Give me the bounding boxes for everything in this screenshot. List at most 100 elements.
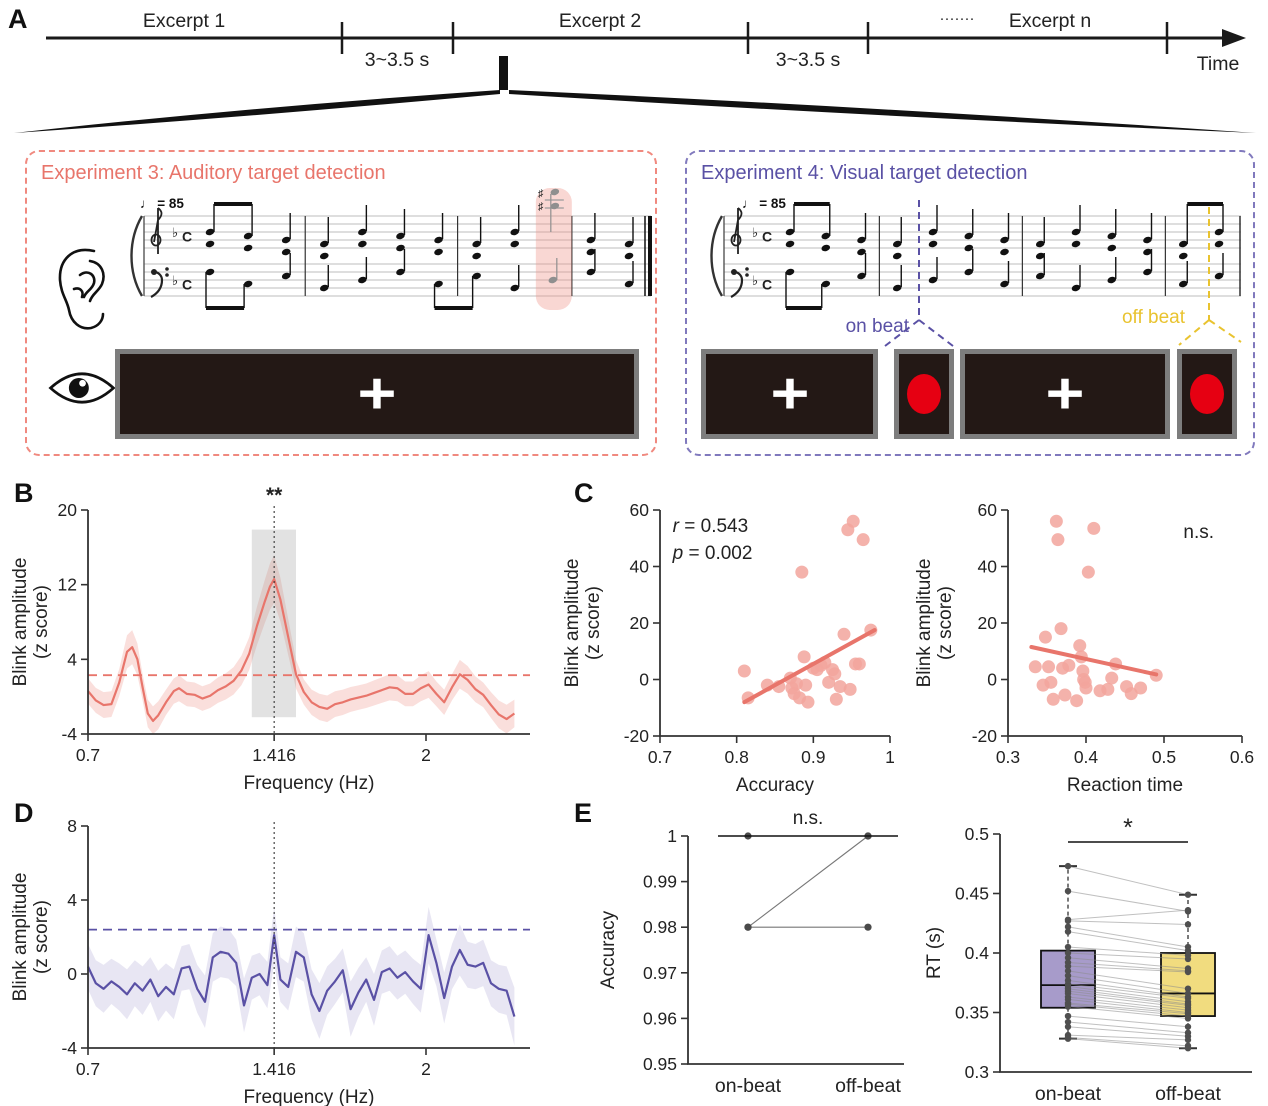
subject-line [1067,975,1189,994]
panel-d-label: D [14,798,34,828]
fixation-screen: + [115,349,639,439]
data-point [1038,630,1052,644]
data-point [846,514,860,528]
svg-text:40: 40 [978,557,998,577]
svg-text:0.45: 0.45 [955,884,989,904]
on-beat-label: on beat [845,316,909,337]
experiment3-title: Experiment 3: Auditory target detection [41,162,386,184]
svg-text:Excerpt n: Excerpt n [1009,10,1091,32]
svg-text:0.98: 0.98 [643,917,677,937]
svg-text:C: C [762,277,772,293]
experiment4-tempo-marking: ♩ = 85 [742,196,786,211]
spectrum-line [87,934,516,1017]
svg-text:(z score): (z score) [31,585,52,659]
data-point [797,650,811,664]
svg-text:(z score): (z score) [935,586,956,660]
significance-star: * [1123,814,1133,842]
svg-text:0.7: 0.7 [76,745,100,765]
subject-line [1067,957,1189,969]
data-point [1184,1023,1192,1030]
subject-line [1067,890,1189,912]
svg-text:Time: Time [1197,53,1240,75]
data-point [828,667,842,681]
data-point [843,682,857,696]
data-point [1064,1003,1072,1010]
experiment4-box: Experiment 4: Visual target detection ♩ … [685,150,1255,456]
panel-e-left-chart: n.s. 0.95 0.96 0.97 0.98 0.99 1 Accuracy on-beat… [598,808,904,1097]
panel-b-label: B [14,478,34,508]
ns-annotation: n.s. [793,808,824,829]
subject-line [1067,962,1189,972]
panel-d-chart: -4 0 4 8 0.7 1.416 2 Frequency (Hz) Blink amplit… [10,816,530,1106]
subject-line [1067,920,1189,925]
data-point [1064,954,1072,961]
beat-marker-lines [884,200,1242,347]
svg-text:-20: -20 [972,726,998,746]
subject-line [1067,1026,1189,1037]
svg-text:off-beat: off-beat [1155,1083,1221,1105]
svg-text:♯: ♯ [538,201,544,213]
svg-text:20: 20 [58,500,78,520]
svg-text:·······: ······· [940,10,975,27]
data-point [1064,928,1072,935]
data-point [1064,962,1072,970]
data-point [1028,660,1042,674]
svg-text:-4: -4 [61,724,77,744]
data-point [833,680,847,694]
data-point [1064,887,1072,895]
data-point [1073,639,1087,653]
svg-text:0.5: 0.5 [1152,747,1176,767]
subject-line [1067,909,1189,921]
subject-line [1067,1021,1189,1034]
svg-text:♭: ♭ [752,273,758,288]
red-target-circle [907,374,941,414]
panel-c-left-chart: r = 0.543 p = 0.002 -20 0 20 40 60 0.7 0.8 0.9 1 Ac… [562,500,895,796]
svg-text:on-beat: on-beat [1035,1083,1102,1105]
svg-text:Frequency (Hz): Frequency (Hz) [244,773,375,794]
experiment3-score: ♭ C ♭ C ♯♯ [130,188,652,310]
data-point [829,692,843,706]
panel-e-right-chart: * 0.3 0.35 0.4 0.45 0.5 RT (s) on-beat off-beat [924,814,1252,1105]
significant-frequency-band [251,529,296,718]
svg-text:0.7: 0.7 [76,1059,100,1079]
data-point [856,533,870,547]
data-point [1079,681,1093,695]
data-point [737,664,751,678]
svg-text:0.4: 0.4 [965,943,990,963]
subject-line [1067,992,1189,1009]
correlation-stat: p = 0.002 [672,543,753,564]
subject-line [1067,990,1189,1006]
data-point [1044,675,1058,689]
subject-line [747,835,869,928]
spectrum-line [87,577,516,723]
svg-text:-4: -4 [61,1038,77,1058]
data-point [1184,906,1192,914]
svg-text:8: 8 [67,816,77,836]
ns-annotation: n.s. [1183,522,1214,543]
svg-text:0: 0 [67,964,77,984]
subject-line [1067,996,1189,1011]
subject-line [1067,926,1189,948]
target-screen-1 [894,349,954,439]
svg-text:60: 60 [630,500,650,520]
data-point [1058,688,1072,702]
svg-text:1: 1 [885,747,895,767]
experiment3-tempo-marking: ♩ = 85 [140,196,184,211]
svg-text:(z score): (z score) [583,586,604,660]
experiment4-title: Experiment 4: Visual target detection [701,162,1028,184]
subject-line [1067,931,1189,952]
data-point [1184,955,1192,963]
regression-line [1029,645,1159,677]
data-point [1062,658,1076,672]
subject-line [1067,1034,1189,1041]
svg-text:4: 4 [67,890,77,910]
data-point [1064,917,1072,925]
data-point [852,657,866,671]
timeline-diagram: Excerpt 1 Excerpt 2 Excerpt n 3~3.5 s 3~3.5 … [14,10,1256,133]
svg-text:1.416: 1.416 [252,745,296,765]
svg-text:20: 20 [630,613,650,633]
svg-text:1.416: 1.416 [252,1059,296,1079]
svg-text:C: C [182,277,192,293]
data-point [1124,687,1138,701]
